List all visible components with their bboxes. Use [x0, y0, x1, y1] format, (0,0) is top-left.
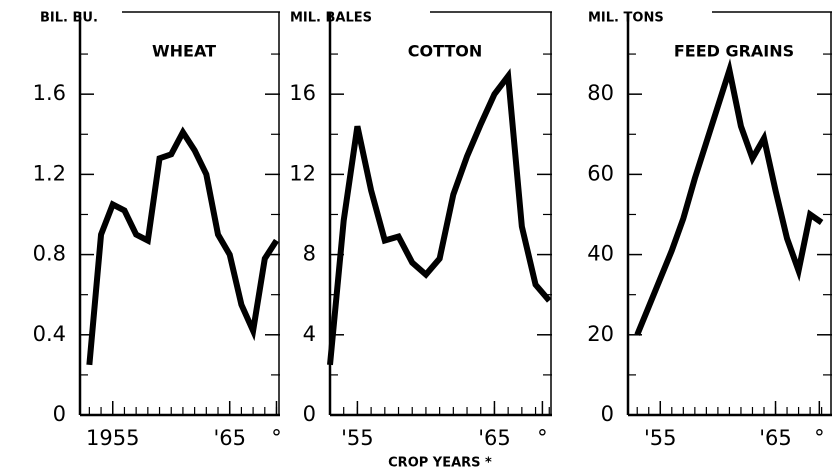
- x-tick-label: '65: [478, 426, 511, 450]
- y-unit-label: MIL. TONS: [588, 11, 664, 26]
- y-tick-label: 0: [303, 402, 316, 426]
- chart-title: COTTON: [408, 42, 483, 61]
- y-tick-label: 40: [587, 242, 614, 266]
- y-tick-label: 12: [289, 161, 316, 185]
- y-tick-label: 0: [601, 402, 614, 426]
- data-line: [327, 68, 552, 366]
- data-line: [634, 58, 824, 336]
- x-tick-label: '65: [759, 426, 792, 450]
- y-tick-label: 80: [587, 81, 614, 105]
- y-tick-label: 0: [53, 402, 66, 426]
- x-tick-label: °: [271, 426, 282, 450]
- y-tick-label: 0.8: [33, 242, 66, 266]
- y-tick-label: 1.6: [33, 81, 66, 105]
- x-tick-label: °: [814, 426, 825, 450]
- y-tick-label: 4: [303, 322, 316, 346]
- x-tick-label: '55: [341, 426, 374, 450]
- x-tick-label: °: [537, 426, 548, 450]
- x-tick-label: 1955: [86, 426, 139, 450]
- y-tick-label: 8: [303, 242, 316, 266]
- x-tick-label: '65: [213, 426, 246, 450]
- x-tick-label: '55: [644, 426, 677, 450]
- x-axis-label: CROP YEARS *: [388, 456, 492, 471]
- chart-title: WHEAT: [152, 42, 216, 61]
- y-tick-label: 60: [587, 161, 614, 185]
- y-tick-label: 20: [587, 322, 614, 346]
- y-tick-label: 1.2: [33, 161, 66, 185]
- y-tick-label: 16: [289, 81, 316, 105]
- y-tick-label: 0.4: [33, 322, 66, 346]
- chart-title: FEED GRAINS: [674, 42, 794, 61]
- y-unit-label: BIL. BU.: [40, 11, 98, 26]
- y-unit-label: MIL. BALES: [290, 11, 372, 26]
- data-line: [86, 126, 280, 366]
